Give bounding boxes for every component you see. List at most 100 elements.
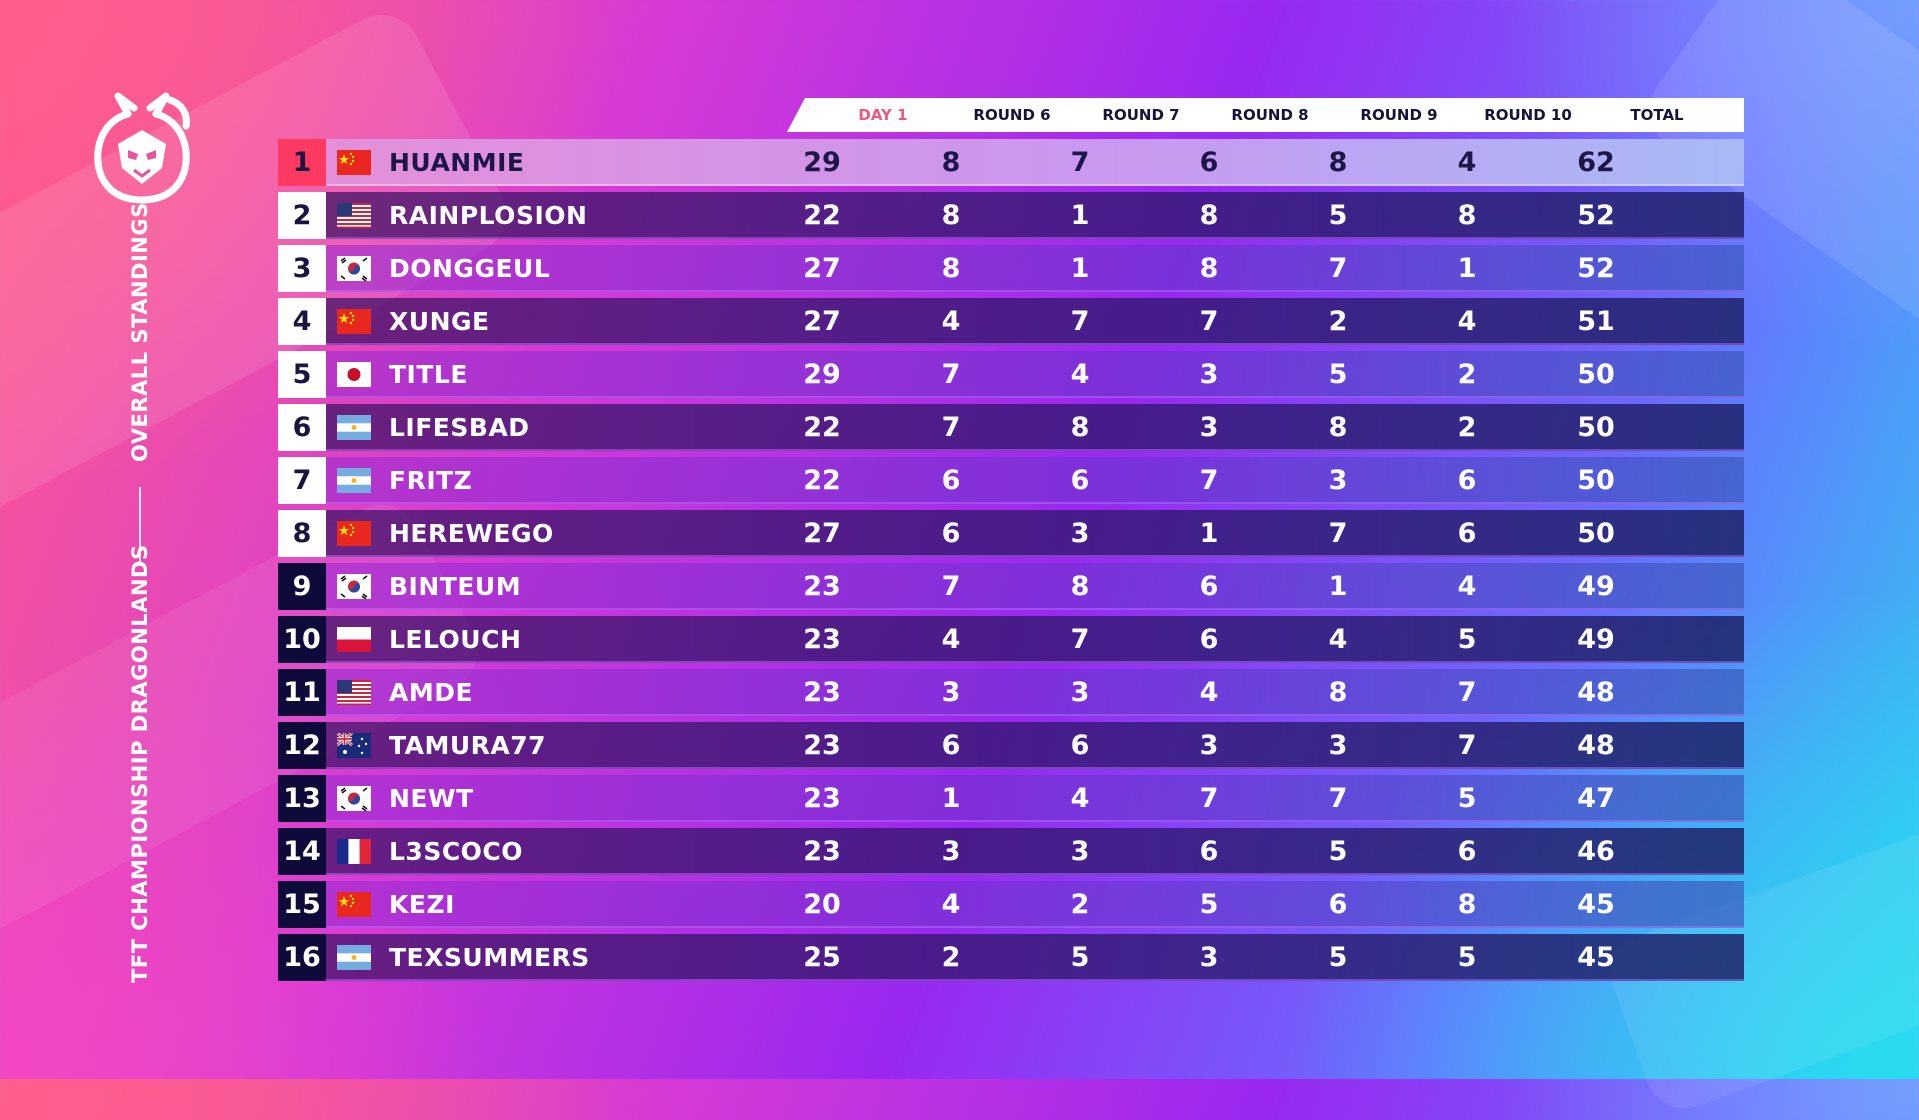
dragon-crest-icon [94,92,190,204]
player-name: AMDE [389,678,474,707]
round6-score: 7 [941,359,961,390]
round8-score: 1 [1199,518,1219,549]
round8-score: 3 [1199,359,1219,390]
player-name: BINTEUM [389,572,522,601]
round9-score: 4 [1328,624,1348,655]
standings-row: 16 TEXSUMMERS 25 2 5 3 5 5 45 [278,934,1744,981]
row-body: FRITZ 22 6 6 7 3 6 50 [326,457,1744,504]
round10-score: 6 [1457,836,1477,867]
total-score: 50 [1577,412,1615,443]
round7-score: 8 [1070,412,1090,443]
round6-score: 7 [941,571,961,602]
standings-row: 1 HUANMIE 29 8 7 6 8 4 62 [278,139,1744,186]
round7-score: 3 [1070,518,1090,549]
standings-row: 8 HEREWEGO 27 6 3 1 7 6 50 [278,510,1744,557]
round9-score: 3 [1328,730,1348,761]
round9-score: 5 [1328,359,1348,390]
total-score: 48 [1577,730,1615,761]
kr-flag-icon [337,256,371,281]
ar-flag-icon [337,945,371,970]
round7-score: 7 [1070,624,1090,655]
day1-score: 29 [803,359,841,390]
us-flag-icon [337,203,371,228]
total-score: 50 [1577,359,1615,390]
round9-score: 6 [1328,889,1348,920]
round7-score: 1 [1070,200,1090,231]
round8-score: 3 [1199,412,1219,443]
round7-score: 4 [1070,783,1090,814]
round7-score: 8 [1070,571,1090,602]
day1-score: 23 [803,783,841,814]
player-name: LELOUCH [389,625,522,654]
player-name: HUANMIE [389,148,525,177]
row-body: HEREWEGO 27 6 3 1 7 6 50 [326,510,1744,557]
event-title: TFT CHAMPIONSHIP DRAGONLANDS [128,544,152,983]
row-body: HUANMIE 29 8 7 6 8 4 62 [326,139,1744,186]
round6-score: 7 [941,412,961,443]
round9-score: 7 [1328,253,1348,284]
column-header-bar: DAY 1 ROUND 6 ROUND 7 ROUND 8 ROUND 9 RO… [787,98,1744,132]
player-name: FRITZ [389,466,473,495]
round10-score: 2 [1457,412,1477,443]
round7-score: 2 [1070,889,1090,920]
round7-score: 3 [1070,836,1090,867]
player-name: TITLE [389,360,468,389]
round9-score: 2 [1328,306,1348,337]
round10-score: 5 [1457,942,1477,973]
round6-score: 1 [941,783,961,814]
round8-score: 6 [1199,571,1219,602]
round8-score: 5 [1199,889,1219,920]
column-header-round9: ROUND 9 [1360,106,1438,124]
standings-row: 15 KEZI 20 4 2 5 6 8 45 [278,881,1744,928]
rank-number: 12 [278,722,326,769]
row-body: KEZI 20 4 2 5 6 8 45 [326,881,1744,928]
column-header-round8: ROUND 8 [1231,106,1309,124]
round9-score: 5 [1328,836,1348,867]
round8-score: 3 [1199,942,1219,973]
jp-flag-icon [337,362,371,387]
round9-score: 7 [1328,518,1348,549]
day1-score: 22 [803,465,841,496]
player-name: LIFESBAD [389,413,530,442]
day1-score: 25 [803,942,841,973]
rank-number: 1 [278,139,326,186]
au-flag-icon [337,733,371,758]
round7-score: 4 [1070,359,1090,390]
round8-score: 7 [1199,306,1219,337]
column-header-round10: ROUND 10 [1484,106,1572,124]
round10-score: 6 [1457,518,1477,549]
round8-score: 6 [1199,624,1219,655]
rank-number: 7 [278,457,326,504]
total-score: 50 [1577,518,1615,549]
player-name: TAMURA77 [389,731,547,760]
total-score: 52 [1577,253,1615,284]
standings-row: 12 TAMURA77 23 6 6 3 3 7 48 [278,722,1744,769]
day1-score: 23 [803,624,841,655]
round7-score: 1 [1070,253,1090,284]
standings-row: 9 BINTEUM 23 7 8 6 1 4 49 [278,563,1744,610]
round10-score: 4 [1457,306,1477,337]
day1-score: 27 [803,253,841,284]
day1-score: 23 [803,677,841,708]
round7-score: 6 [1070,465,1090,496]
total-score: 47 [1577,783,1615,814]
player-name: NEWT [389,784,474,813]
round10-score: 5 [1457,783,1477,814]
round9-score: 1 [1328,571,1348,602]
rank-number: 14 [278,828,326,875]
round8-score: 6 [1199,147,1219,178]
round10-score: 5 [1457,624,1477,655]
row-body: LIFESBAD 22 7 8 3 8 2 50 [326,404,1744,451]
cn-flag-icon [337,892,371,917]
rank-number: 9 [278,563,326,610]
round9-score: 5 [1328,200,1348,231]
rank-number: 15 [278,881,326,928]
round8-score: 7 [1199,783,1219,814]
column-header-day1: DAY 1 [858,106,908,124]
day1-score: 27 [803,518,841,549]
round10-score: 6 [1457,465,1477,496]
rank-number: 3 [278,245,326,292]
rank-number: 16 [278,934,326,981]
row-body: RAINPLOSION 22 8 1 8 5 8 52 [326,192,1744,239]
total-score: 52 [1577,200,1615,231]
